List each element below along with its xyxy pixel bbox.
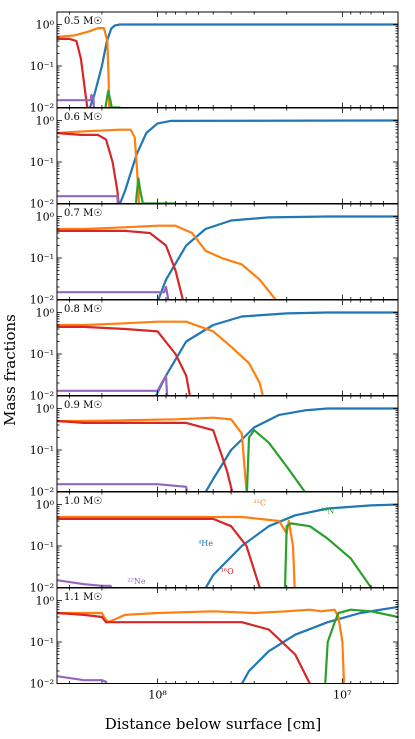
series-line-N14 (104, 89, 121, 108)
axes-frame (56, 299, 399, 396)
series-line-Ne22 (57, 195, 119, 204)
series-line-H (154, 311, 398, 396)
series-line-H (118, 119, 398, 204)
species-annotation: ²²Ne (127, 577, 145, 586)
series-line-Ne22 (57, 93, 95, 108)
y-tick-label: 10⁰ (36, 498, 55, 511)
panel-mass-label: 1.1 M☉ (64, 592, 102, 603)
axes-frame (56, 587, 399, 684)
series-line-H (204, 503, 398, 588)
panel-3: 10⁰ 10⁻¹ 10⁻² 0.7 M☉ (30, 203, 399, 307)
y-tick-label: 10⁻² (30, 198, 54, 211)
series-lines (57, 311, 398, 396)
y-tick-label: 10⁰ (36, 594, 55, 607)
y-tick-label: 10⁰ (36, 306, 55, 319)
series-line-N14 (324, 608, 398, 684)
y-tick-label: 10⁻² (30, 582, 54, 595)
series-line-C12 (57, 416, 248, 492)
y-tick-label: 10⁻¹ (30, 156, 54, 169)
series-line-C12 (57, 608, 346, 684)
panel-mass-label: 0.8 M☉ (64, 304, 102, 315)
series-line-Ne22 (57, 675, 108, 684)
panel-mass-label: 0.9 M☉ (64, 400, 102, 411)
series-lines (57, 215, 398, 300)
series-line-C12 (57, 515, 296, 588)
series-line-C12 (57, 320, 264, 396)
series-line-N14 (245, 429, 306, 492)
panel-mass-label: 1.0 M☉ (64, 496, 102, 507)
panel-5: 10⁰ 10⁻¹ 10⁻² 0.9 M☉ (30, 395, 399, 499)
series-line-O16 (57, 419, 234, 492)
panel-mass-label: 0.6 M☉ (64, 112, 102, 123)
species-annotation: ¹⁴N (321, 507, 334, 516)
y-tick-label: 10⁻² (30, 486, 54, 499)
series-lines (57, 407, 398, 492)
y-tick-label: 10⁻¹ (30, 348, 54, 361)
series-line-H (157, 215, 398, 300)
series-line-C12 (57, 224, 277, 300)
species-annotation: ¹⁶O (221, 567, 234, 576)
axes-frame (56, 203, 399, 300)
axes-frame (56, 107, 399, 204)
y-tick-label: 10⁰ (36, 402, 55, 415)
y-tick-label: 10⁰ (36, 210, 55, 223)
y-tick-label: 10⁻¹ (30, 444, 54, 457)
series-lines (57, 605, 398, 684)
series-line-Ne22 (57, 374, 169, 396)
panel-1: 10⁰ 10⁻¹ 10⁻² 0.5 M☉ (30, 11, 399, 115)
panel-2: 10⁰ 10⁻¹ 10⁻² 0.6 M☉ (30, 107, 399, 211)
series-lines (57, 503, 398, 588)
y-axis-label: Mass fractions (1, 314, 19, 426)
series-lines (57, 23, 398, 108)
series-line-C12 (57, 27, 111, 108)
series-line-H (88, 23, 398, 108)
series-lines (57, 119, 398, 204)
y-tick-label: 10⁻¹ (30, 540, 54, 553)
species-annotation: ¹²C (253, 498, 266, 507)
panel-4: 10⁰ 10⁻¹ 10⁻² 0.8 M☉ (30, 299, 399, 403)
y-tick-label: 10⁰ (36, 18, 55, 31)
panel-mass-label: 0.7 M☉ (64, 208, 102, 219)
series-line-N14 (283, 522, 373, 588)
y-tick-label: 10⁰ (36, 114, 55, 127)
y-tick-label: 10⁻² (30, 678, 54, 691)
series-line-O16 (57, 611, 311, 684)
series-line-O16 (57, 131, 120, 204)
y-tick-label: 10⁻² (30, 102, 54, 115)
series-line-O16 (57, 325, 191, 396)
panel-6: 10⁰ 10⁻¹ 10⁻² 1.0 M☉ ¹²C ⁴He ¹⁴N ¹⁶O ²²Ne (30, 491, 399, 595)
panel-mass-label: 0.5 M☉ (64, 16, 102, 27)
y-tick-label: 10⁻¹ (30, 60, 54, 73)
series-line-H (204, 407, 398, 492)
y-tick-label: 10⁻² (30, 294, 54, 307)
x-axis-label: Distance below surface [cm] (105, 715, 322, 733)
x-tick-label: 10⁸ (148, 689, 167, 702)
series-line-N14 (134, 177, 177, 204)
series-line-Ne22 (57, 483, 188, 492)
y-tick-label: 10⁻² (30, 390, 54, 403)
series-line-Ne22 (57, 285, 170, 300)
panel-7: 10⁰ 10⁻¹ 10⁻² 1.1 M☉ 10⁸ 10⁷ (30, 587, 399, 702)
series-line-O16 (57, 229, 184, 300)
y-tick-label: 10⁻¹ (30, 252, 54, 265)
series-line-O16 (57, 517, 261, 588)
series-line-H (240, 605, 398, 684)
y-tick-label: 10⁻¹ (30, 636, 54, 649)
x-tick-label: 10⁷ (333, 689, 352, 702)
species-annotation: ⁴He (198, 539, 213, 548)
